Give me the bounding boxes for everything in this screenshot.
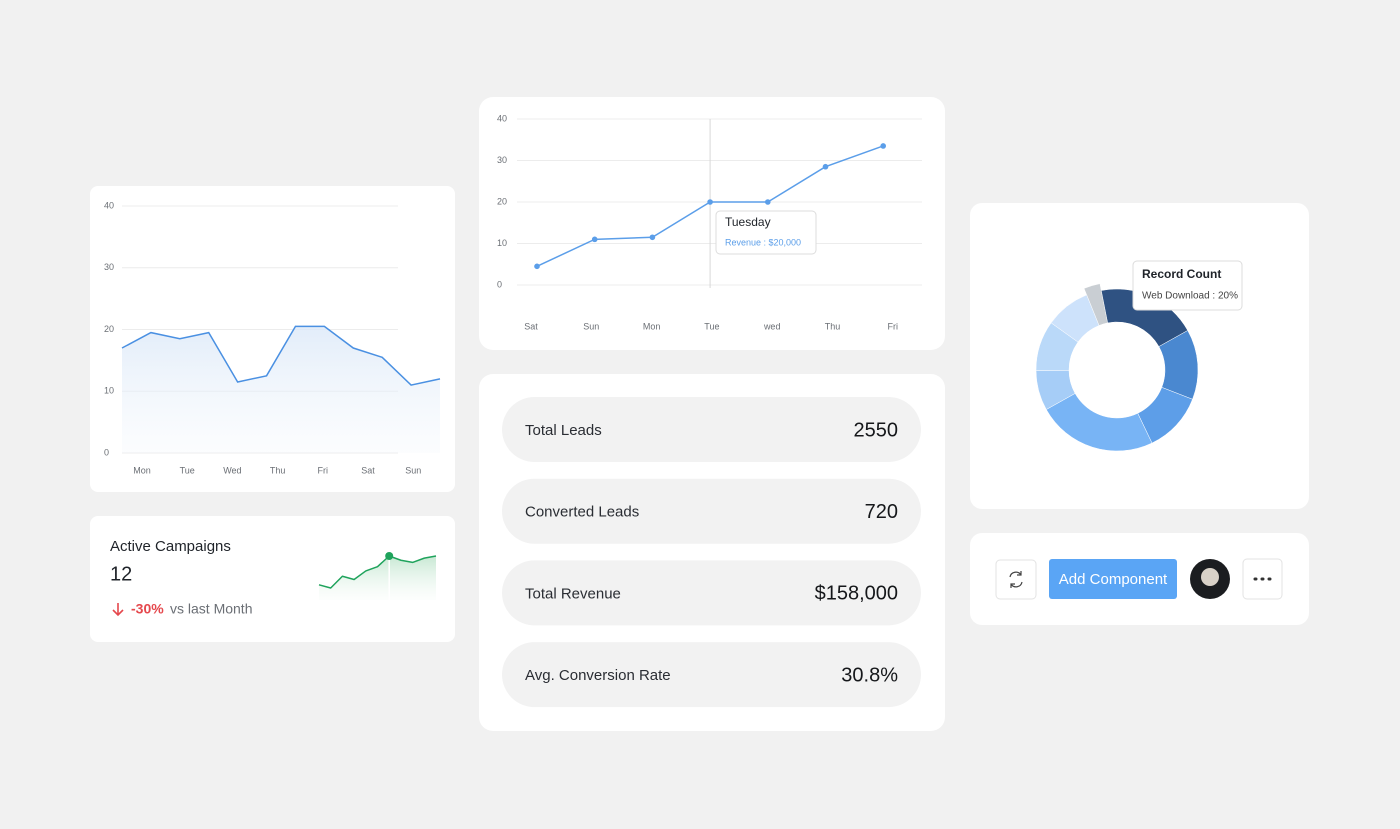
point xyxy=(534,263,540,270)
campaign-title: Active Campaigns xyxy=(110,538,231,555)
y-tick-label: 20 xyxy=(497,196,507,206)
tooltip xyxy=(1132,260,1243,311)
stat-value: 2550 xyxy=(854,419,899,441)
tooltip-title: Record Count xyxy=(1142,267,1221,281)
x-tick-label: Mon xyxy=(133,465,151,475)
y-tick-label: 40 xyxy=(497,113,507,123)
area-fill xyxy=(122,326,440,453)
sparkline xyxy=(318,555,437,589)
point xyxy=(822,163,829,170)
stat-pill xyxy=(502,642,921,708)
stat-label: Total Leads xyxy=(525,422,602,439)
card xyxy=(90,516,455,642)
point xyxy=(765,199,771,205)
donut-slice xyxy=(1050,294,1100,343)
tooltip xyxy=(715,210,817,255)
stat-pill xyxy=(502,478,921,544)
point xyxy=(649,234,656,241)
x-tick-label: Thu xyxy=(270,465,286,475)
tooltip-text: Revenue : $20,000 xyxy=(725,237,801,247)
y-tick-label: 0 xyxy=(497,279,502,289)
y-tick-label: 20 xyxy=(104,324,114,334)
avatar-face xyxy=(1201,568,1219,586)
stat-value: 720 xyxy=(865,501,898,523)
stat-value: $158,000 xyxy=(815,583,898,605)
card xyxy=(970,203,1309,509)
stat-label: Total Revenue xyxy=(525,585,621,602)
point xyxy=(591,236,598,243)
y-tick-label: 0 xyxy=(104,447,109,457)
campaign-change: -30% xyxy=(131,601,164,617)
y-tick-label: 10 xyxy=(104,386,114,396)
stat-pill xyxy=(502,397,921,462)
line xyxy=(121,325,441,386)
stat-label: Avg. Conversion Rate xyxy=(525,667,671,684)
spark-point xyxy=(385,552,394,560)
down-arrow xyxy=(112,603,124,617)
x-tick-label: Thu xyxy=(825,321,841,331)
x-tick-label: Sat xyxy=(361,465,375,475)
campaign-value: 12 xyxy=(110,563,132,585)
stat-label: Converted Leads xyxy=(525,504,639,521)
point xyxy=(880,143,886,149)
point xyxy=(707,199,713,205)
y-tick-label: 30 xyxy=(104,262,114,272)
x-tick-label: wed xyxy=(763,321,781,331)
add-button[interactable] xyxy=(1049,559,1177,599)
y-tick-label: 30 xyxy=(497,155,507,165)
add-button-label: Add Component xyxy=(1059,571,1168,588)
refresh-icon xyxy=(1009,571,1023,588)
refresh-button[interactable] xyxy=(995,559,1037,600)
x-tick-label: Sun xyxy=(405,465,421,475)
x-tick-label: Tue xyxy=(704,321,719,331)
x-tick-label: Wed xyxy=(223,465,241,475)
tooltip-title: Tuesday xyxy=(725,215,771,229)
x-tick-label: Fri xyxy=(318,465,329,475)
spark-area xyxy=(319,556,436,600)
x-tick-label: Sat xyxy=(524,321,538,331)
card xyxy=(479,97,945,350)
campaign-period: vs last Month xyxy=(170,601,252,617)
x-tick-label: Tue xyxy=(180,465,195,475)
x-tick-label: Fri xyxy=(888,321,899,331)
y-tick-label: 40 xyxy=(104,200,114,210)
x-tick-label: Sun xyxy=(583,321,599,331)
stat-value: 30.8% xyxy=(841,664,898,686)
stat-pill xyxy=(502,560,921,626)
tooltip-text: Web Download : 20% xyxy=(1142,291,1238,302)
x-tick-label: Mon xyxy=(643,321,661,331)
y-tick-label: 10 xyxy=(497,238,507,248)
card xyxy=(479,374,945,731)
